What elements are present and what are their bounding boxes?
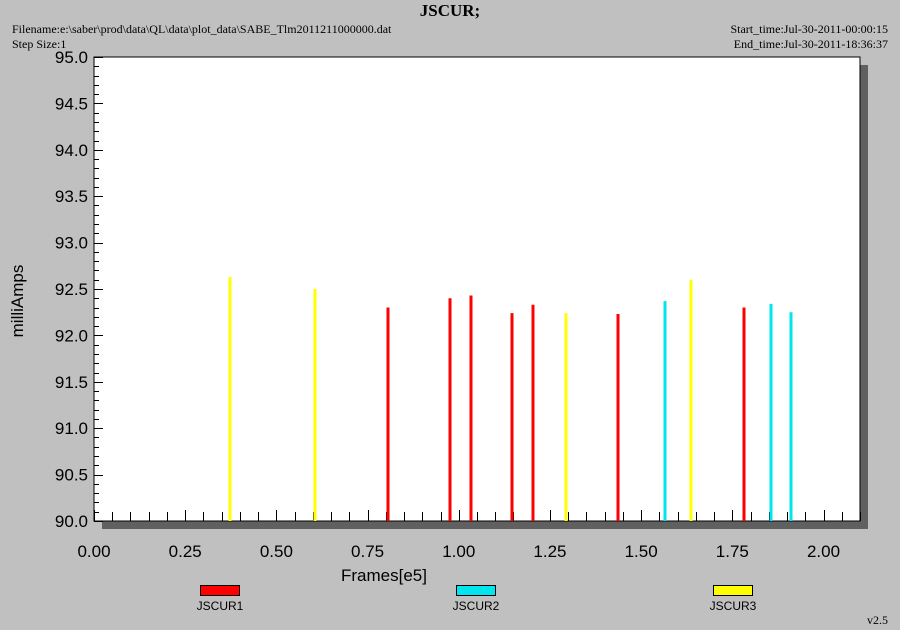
chart-title: JSCUR; — [419, 1, 481, 20]
y-tick-label: 93.0 — [55, 234, 88, 253]
end-time-label: End_time:Jul-30-2011-18:36:37 — [733, 37, 888, 51]
x-axis-label: Frames[e5] — [341, 566, 427, 585]
x-tick-label: 1.50 — [625, 542, 658, 561]
y-tick-label: 90.5 — [55, 466, 88, 485]
x-tick-label: 0.50 — [260, 542, 293, 561]
legend-swatch-jscur2 — [456, 585, 496, 596]
legend-swatch-jscur1 — [200, 585, 240, 596]
x-tick-label: 1.00 — [442, 542, 475, 561]
legend-item-jscur2: JSCUR2 — [426, 585, 526, 613]
x-tick-label: 1.75 — [716, 542, 749, 561]
legend-item-jscur1: JSCUR1 — [170, 585, 270, 613]
y-tick-label: 95.0 — [55, 48, 88, 67]
x-tick-label: 0.00 — [77, 542, 110, 561]
version-label: v2.5 — [867, 613, 888, 627]
y-tick-label: 92.5 — [55, 280, 88, 299]
x-tick-label: 0.75 — [351, 542, 384, 561]
legend-swatch-jscur3 — [713, 585, 753, 596]
y-tick-label: 91.5 — [55, 373, 88, 392]
x-tick-label: 0.25 — [169, 542, 202, 561]
y-axis-label: milliAmps — [8, 265, 27, 338]
step-size-label: Step Size:1 — [12, 37, 67, 51]
legend-label-jscur3: JSCUR3 — [709, 599, 757, 613]
y-tick-label: 93.5 — [55, 187, 88, 206]
y-tick-label: 91.0 — [55, 419, 88, 438]
plot-area — [93, 56, 861, 522]
start-time-label: Start_time:Jul-30-2011-00:00:15 — [730, 22, 888, 36]
y-tick-label: 94.5 — [55, 94, 88, 113]
filename-label: Filename:e:\saber\prod\data\QL\data\plot… — [12, 22, 392, 36]
y-tick-label: 92.0 — [55, 326, 88, 345]
legend-item-jscur3: JSCUR3 — [683, 585, 783, 613]
y-tick-label: 90.0 — [55, 512, 88, 531]
x-tick-label: 2.00 — [807, 542, 840, 561]
legend-label-jscur1: JSCUR1 — [196, 599, 244, 613]
x-tick-label: 1.25 — [533, 542, 566, 561]
legend-label-jscur2: JSCUR2 — [452, 599, 500, 613]
y-tick-label: 94.0 — [55, 141, 88, 160]
